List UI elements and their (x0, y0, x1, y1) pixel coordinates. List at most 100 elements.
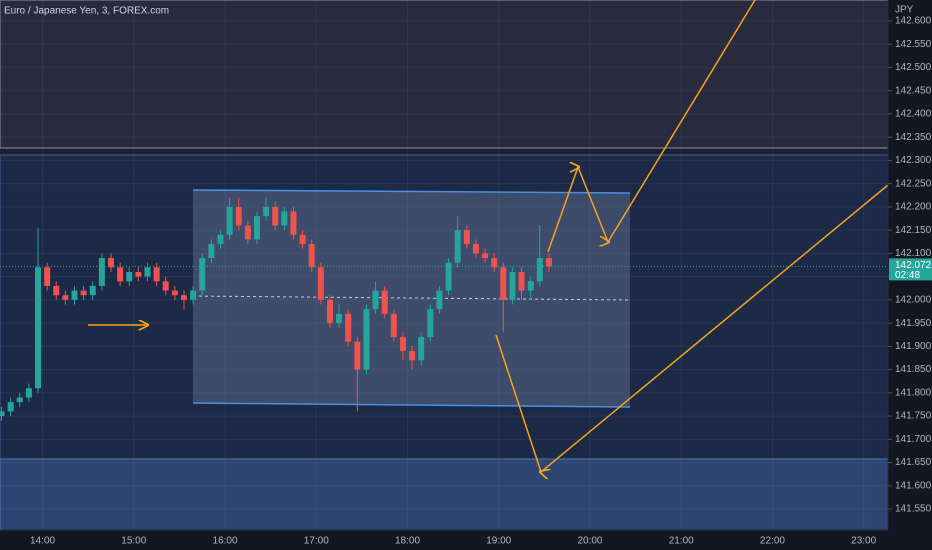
candle-body (527, 281, 534, 291)
candle-body (354, 341, 361, 370)
candle-body (317, 267, 324, 300)
x-tick-label: 17:00 (304, 536, 329, 547)
x-tick-label: 21:00 (669, 536, 694, 547)
candle-body (463, 230, 470, 245)
candle-body (44, 267, 51, 286)
candle-body (208, 244, 215, 259)
candle-body (126, 271, 133, 282)
candle-body (399, 337, 406, 352)
grid (0, 0, 888, 530)
candle-body (25, 388, 32, 398)
x-tick-label: 14:00 (30, 536, 55, 547)
y-tick-label: 142.300 (895, 155, 932, 166)
y-tick-label: 142.400 (895, 109, 932, 120)
candle-body (482, 253, 489, 259)
y-tick-label: 142.200 (895, 202, 932, 213)
candle-body (62, 295, 69, 300)
candle-body (89, 285, 96, 296)
candle-body (536, 258, 543, 282)
y-tick-label: 141.600 (895, 480, 932, 491)
candle-body (545, 258, 552, 267)
arrow (547, 0, 756, 253)
candle-body (454, 230, 461, 263)
y-tick-label: 141.650 (895, 457, 932, 468)
x-tick-label: 20:00 (577, 536, 602, 547)
candle-body (336, 313, 343, 324)
candle-body (190, 290, 197, 300)
last-price-badge (889, 258, 932, 281)
y-tick-label: 142.100 (895, 248, 932, 259)
y-tick-label: 142.550 (895, 39, 932, 50)
candle-body (418, 337, 425, 361)
x-tick-label: 23:00 (851, 536, 876, 547)
candle-body (290, 211, 297, 235)
channel-mid (192, 295, 631, 301)
candle-body (235, 206, 242, 226)
y-tick-label: 142.350 (895, 132, 932, 143)
candle-body (263, 206, 270, 217)
candle-body (272, 206, 279, 226)
candle-body (98, 258, 105, 286)
candle-body (217, 234, 224, 245)
candle-body (71, 290, 78, 300)
chart-title: Euro / Japanese Yen, 3, FOREX.com (4, 6, 169, 17)
candle-body (253, 216, 260, 240)
candle-body (117, 267, 124, 282)
y-tick-label: 141.900 (895, 341, 932, 352)
countdown-label: 02:48 (895, 270, 920, 281)
candle-body (53, 285, 60, 296)
y-tick-label: 141.750 (895, 411, 932, 422)
candle-body (372, 290, 379, 310)
candle-body (226, 206, 233, 235)
candle-body (390, 313, 397, 338)
y-tick-label: 141.850 (895, 364, 932, 375)
candle-body (509, 271, 516, 300)
candle-body (500, 267, 507, 300)
candle-body (445, 262, 452, 291)
x-tick-label: 16:00 (213, 536, 238, 547)
support-zone (0, 458, 889, 531)
y-tick-label: 142.450 (895, 85, 932, 96)
candle-body (7, 402, 14, 412)
y-tick-label: 142.150 (895, 225, 932, 236)
arrow (495, 184, 889, 472)
candle-body (244, 225, 251, 240)
candle-body (180, 295, 187, 300)
candle-body (171, 290, 178, 296)
channel-top (192, 189, 631, 194)
candle-body (381, 290, 388, 314)
y-tick-label: 142.500 (895, 62, 932, 73)
resistance-zone (0, 0, 889, 149)
x-tick-label: 15:00 (121, 536, 146, 547)
y-tick-label: 142.000 (895, 295, 932, 306)
time-axis (0, 530, 888, 550)
candle-body (472, 244, 479, 254)
candle-body (491, 258, 498, 268)
candle-body (35, 267, 42, 389)
x-tick-label: 22:00 (760, 536, 785, 547)
y-tick-label: 141.700 (895, 434, 932, 445)
candle-body (308, 244, 315, 268)
candle-body (153, 267, 160, 282)
y-tick-label: 142.250 (895, 178, 932, 189)
candles (0, 197, 552, 421)
y-tick-label: 142.600 (895, 16, 932, 27)
y-tick-label: 141.950 (895, 318, 932, 329)
candle-body (162, 281, 169, 291)
candle-body (518, 271, 525, 291)
y-tick-label: 141.550 (895, 504, 932, 515)
candle-body (135, 271, 142, 277)
candle-body (108, 258, 114, 268)
channel-bottom (192, 402, 631, 408)
candle-body (0, 411, 5, 417)
candle-body (326, 299, 333, 324)
y-tick-label: 141.800 (895, 387, 932, 398)
candle-body (299, 234, 306, 245)
y-axis-label: JPY (895, 5, 914, 16)
candle-body (80, 290, 87, 296)
candle-body (427, 309, 434, 338)
candle-body (363, 309, 370, 370)
candle-body (345, 313, 352, 342)
candle-body (144, 267, 151, 277)
